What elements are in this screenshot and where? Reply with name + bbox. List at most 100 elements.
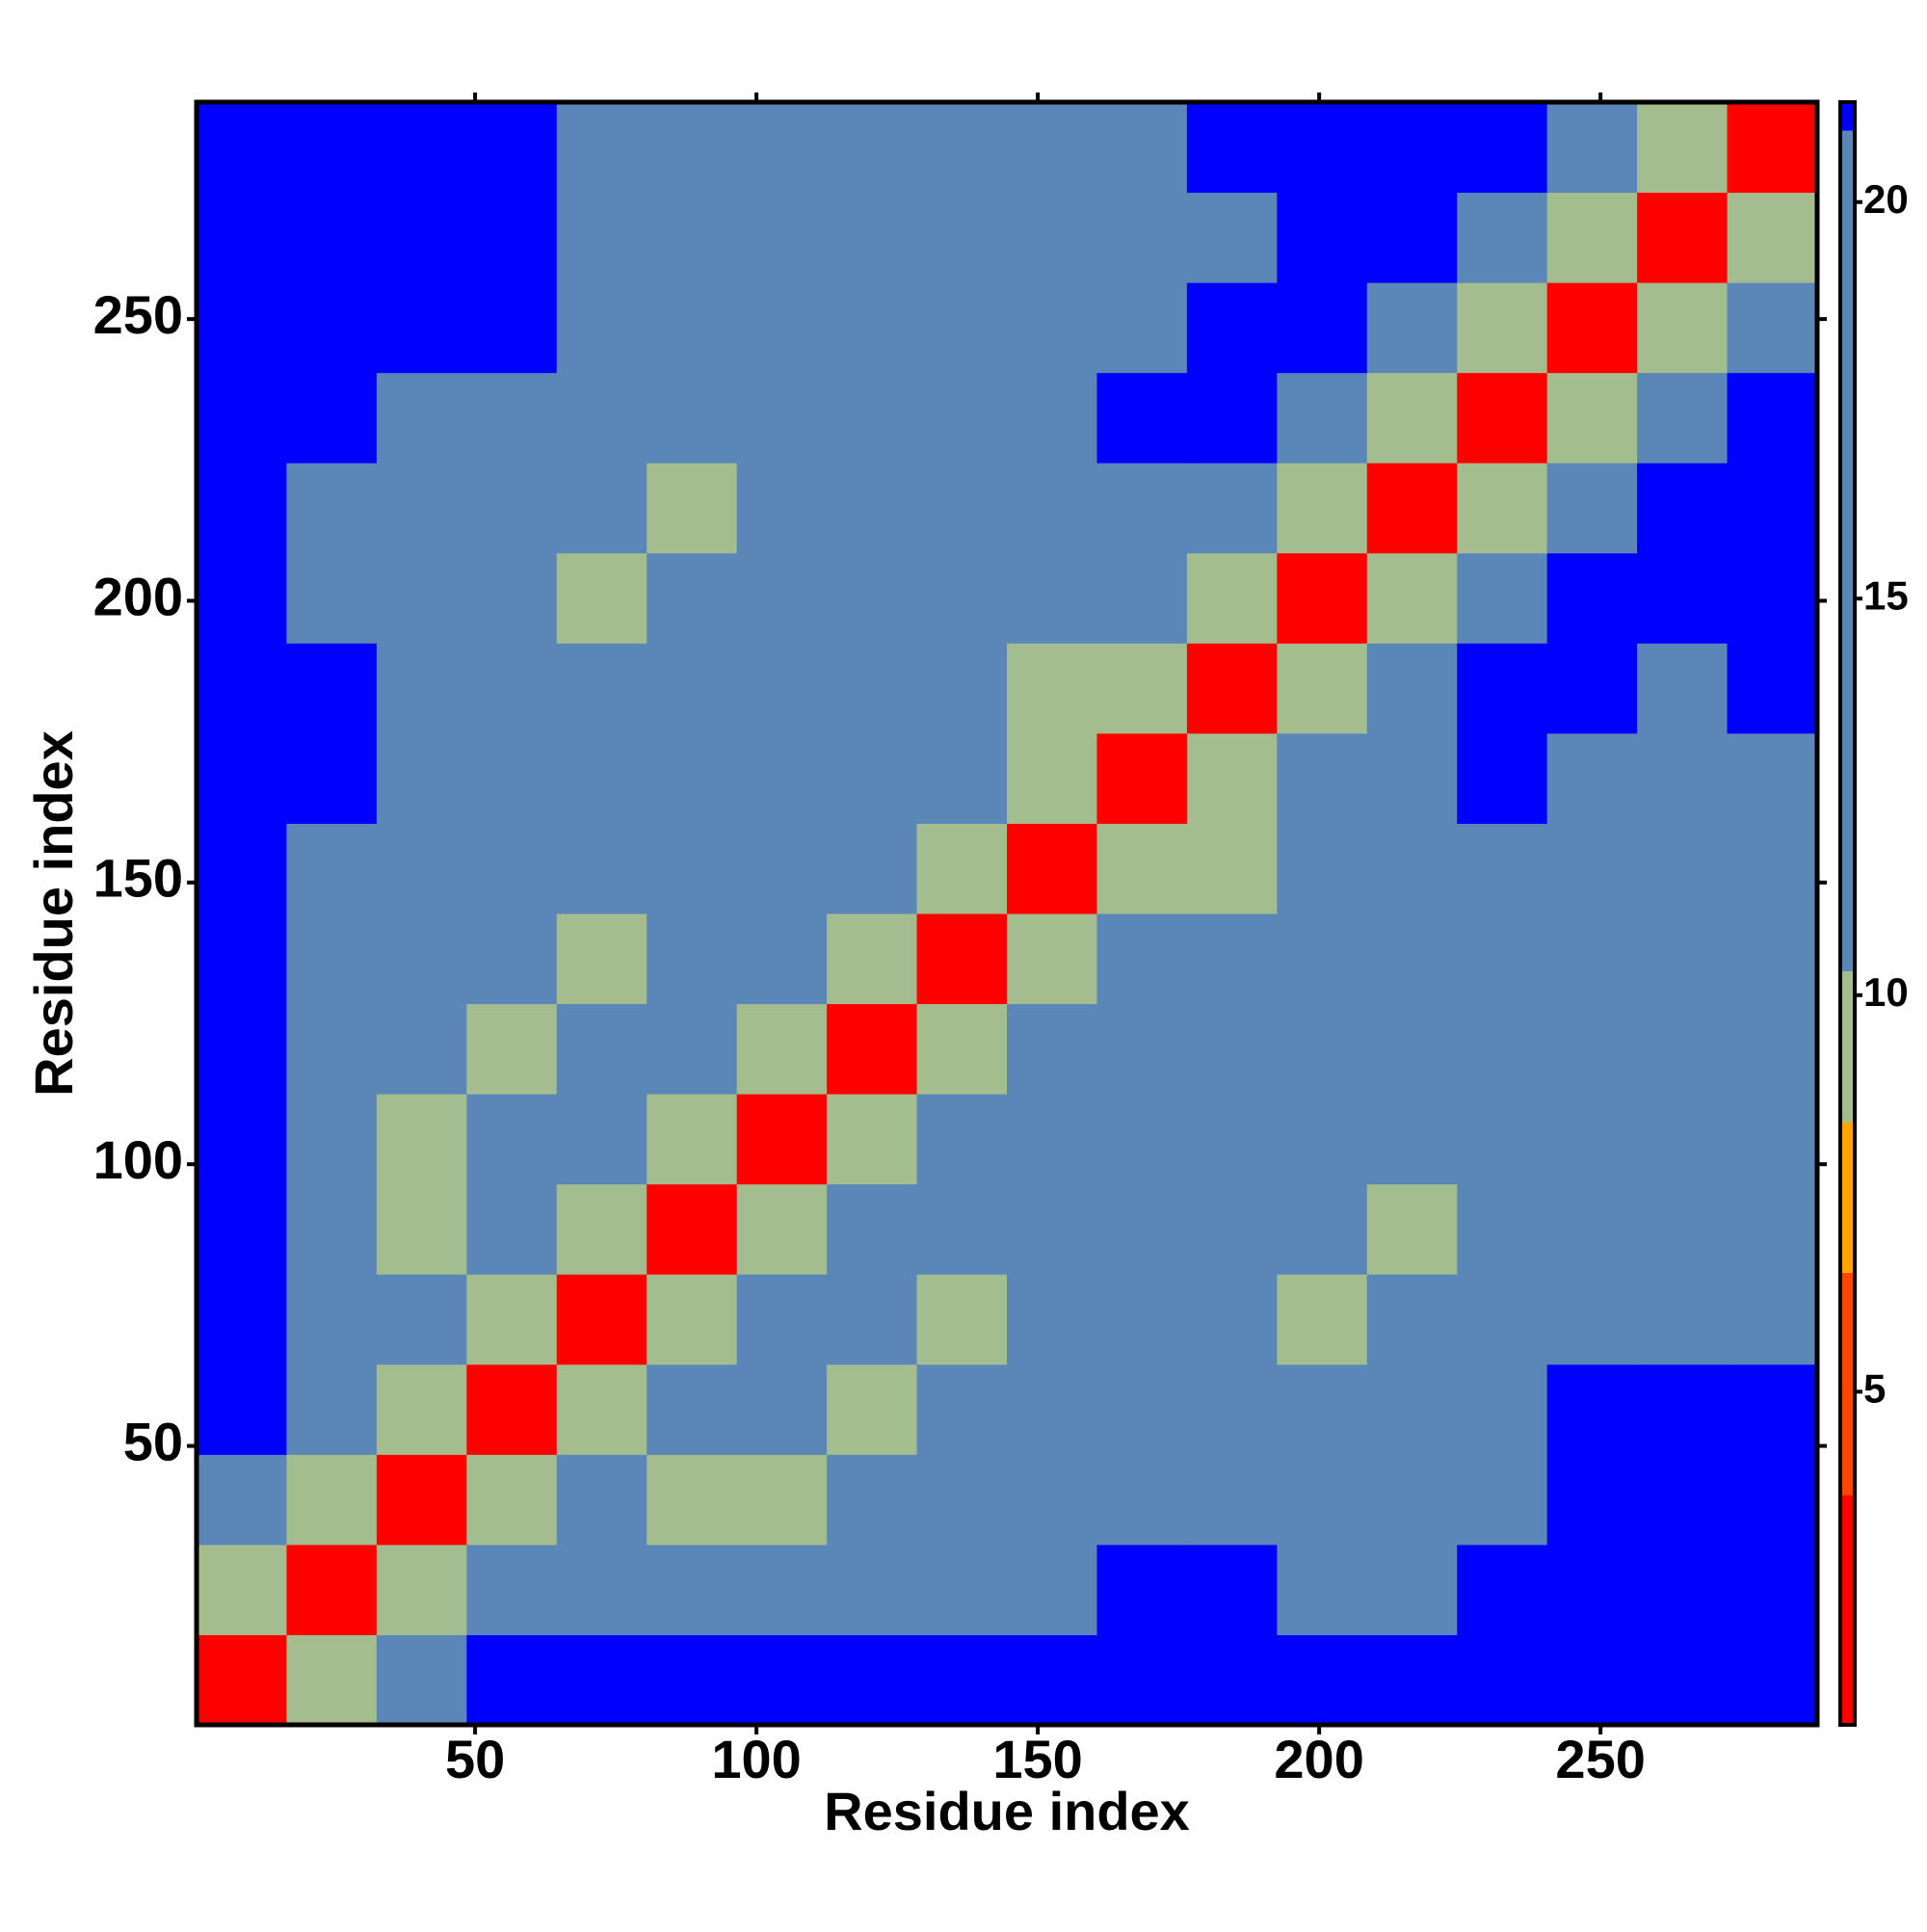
- heatmap-cell: [1007, 643, 1097, 734]
- heatmap-cell: [1727, 463, 1818, 554]
- heatmap-cell: [1096, 643, 1188, 734]
- colorbar-tick-label: 20: [1863, 176, 1909, 222]
- heatmap-cell: [1007, 463, 1097, 554]
- heatmap-cell: [376, 1544, 467, 1635]
- heatmap-cell: [916, 823, 1008, 914]
- heatmap-cell: [1277, 1634, 1368, 1726]
- heatmap-cell: [197, 372, 287, 463]
- heatmap-cell: [1457, 372, 1548, 463]
- heatmap-cell: [736, 372, 828, 463]
- heatmap-cell: [1186, 372, 1278, 463]
- heatmap-cell: [1546, 1003, 1638, 1095]
- heatmap-cell: [197, 732, 287, 824]
- x-axis-title: Residue index: [824, 1781, 1190, 1841]
- plot-frame: [194, 99, 1820, 1728]
- heatmap-cell: [1096, 1094, 1188, 1185]
- heatmap-cell: [1727, 1003, 1818, 1095]
- heatmap-cell: [647, 552, 738, 644]
- heatmap-cell: [1637, 1003, 1729, 1095]
- heatmap-cell: [1637, 643, 1729, 734]
- heatmap-cell: [556, 732, 647, 824]
- heatmap-cell: [466, 102, 558, 194]
- heatmap-cell: [1366, 372, 1458, 463]
- heatmap-cell: [197, 1003, 287, 1095]
- heatmap-cell: [197, 1634, 287, 1726]
- heatmap-cell: [1007, 1274, 1097, 1365]
- heatmap-cell: [827, 1544, 918, 1635]
- heatmap-cell: [1366, 1003, 1458, 1095]
- heatmap-cell: [1727, 1544, 1818, 1635]
- heatmap-cell: [1637, 192, 1729, 283]
- heatmap-cell: [1007, 1183, 1097, 1275]
- heatmap-cell: [916, 102, 1008, 194]
- heatmap-cell: [1457, 1183, 1548, 1275]
- heatmap-cell: [1546, 643, 1638, 734]
- heatmap-cell: [376, 1003, 467, 1095]
- heatmap-cell: [1546, 282, 1638, 374]
- heatmap-cell: [1186, 192, 1278, 283]
- heatmap-cell: [197, 913, 287, 1005]
- heatmap-cell: [1186, 1183, 1278, 1275]
- x-tick-label: 150: [992, 1729, 1082, 1789]
- heatmap-cell: [916, 1544, 1008, 1635]
- heatmap-cell: [286, 1183, 378, 1275]
- heatmap-cell: [1186, 1544, 1278, 1635]
- heatmap-cell: [1637, 372, 1729, 463]
- heatmap-cell: [556, 1183, 647, 1275]
- heatmap-cell: [827, 1094, 918, 1185]
- heatmap-cell: [827, 552, 918, 644]
- heatmap-cell: [827, 913, 918, 1005]
- heatmap-cell: [556, 1363, 647, 1455]
- heatmap-cell: [1727, 282, 1818, 374]
- heatmap-cell: [466, 372, 558, 463]
- heatmap-cell: [1277, 372, 1368, 463]
- heatmap-cell: [1007, 282, 1097, 374]
- heatmap-cell: [1457, 1003, 1548, 1095]
- heatmap-cell: [1727, 192, 1818, 283]
- heatmap-cell: [1727, 913, 1818, 1005]
- heatmap-cell: [286, 1274, 378, 1365]
- heatmap-cell: [1096, 1634, 1188, 1726]
- heatmap-cell: [466, 1094, 558, 1185]
- heatmap-cell: [466, 552, 558, 644]
- heatmap-cell: [1186, 1363, 1278, 1455]
- heatmap-cell: [916, 552, 1008, 644]
- heatmap-cell: [1277, 1094, 1368, 1185]
- heatmap-cell: [1096, 1274, 1188, 1365]
- heatmap-cell: [1727, 1363, 1818, 1455]
- heatmap-cell: [376, 1363, 467, 1455]
- heatmap-cell: [197, 1094, 287, 1185]
- heatmap-cell: [466, 463, 558, 554]
- heatmap-cell: [1007, 372, 1097, 463]
- heatmap-cell: [647, 643, 738, 734]
- heatmap-cell: [916, 732, 1008, 824]
- heatmap-cell: [1637, 1094, 1729, 1185]
- heatmap-cell: [197, 1454, 287, 1546]
- colorbar-band: [1840, 1272, 1855, 1495]
- heatmap-cell: [1096, 732, 1188, 824]
- heatmap-cell: [916, 1274, 1008, 1365]
- heatmap-cell: [647, 282, 738, 374]
- heatmap-cell: [1637, 1274, 1729, 1365]
- heatmap-cell: [1096, 823, 1188, 914]
- heatmap-cell: [1457, 552, 1548, 644]
- heatmap-cell: [1637, 102, 1729, 194]
- heatmap-cell: [376, 1183, 467, 1275]
- heatmap-cell: [1096, 102, 1188, 194]
- heatmap-cell: [466, 1274, 558, 1365]
- heatmap-cell: [647, 1454, 738, 1546]
- heatmap-cell: [1186, 463, 1278, 554]
- heatmap-cell: [1277, 1454, 1368, 1546]
- heatmap-cell: [1277, 192, 1368, 283]
- heatmap-cell: [916, 1363, 1008, 1455]
- heatmap-cell: [1637, 552, 1729, 644]
- heatmap-cell: [916, 1183, 1008, 1275]
- heatmap-cell: [466, 1634, 558, 1726]
- colorbar-tick-label: 5: [1863, 1365, 1886, 1411]
- heatmap-cell: [1457, 1454, 1548, 1546]
- heatmap-cell: [1727, 552, 1818, 644]
- heatmap-cell: [1186, 823, 1278, 914]
- heatmap-cell: [376, 1274, 467, 1365]
- heatmap-cell: [647, 463, 738, 554]
- heatmap-cell: [376, 913, 467, 1005]
